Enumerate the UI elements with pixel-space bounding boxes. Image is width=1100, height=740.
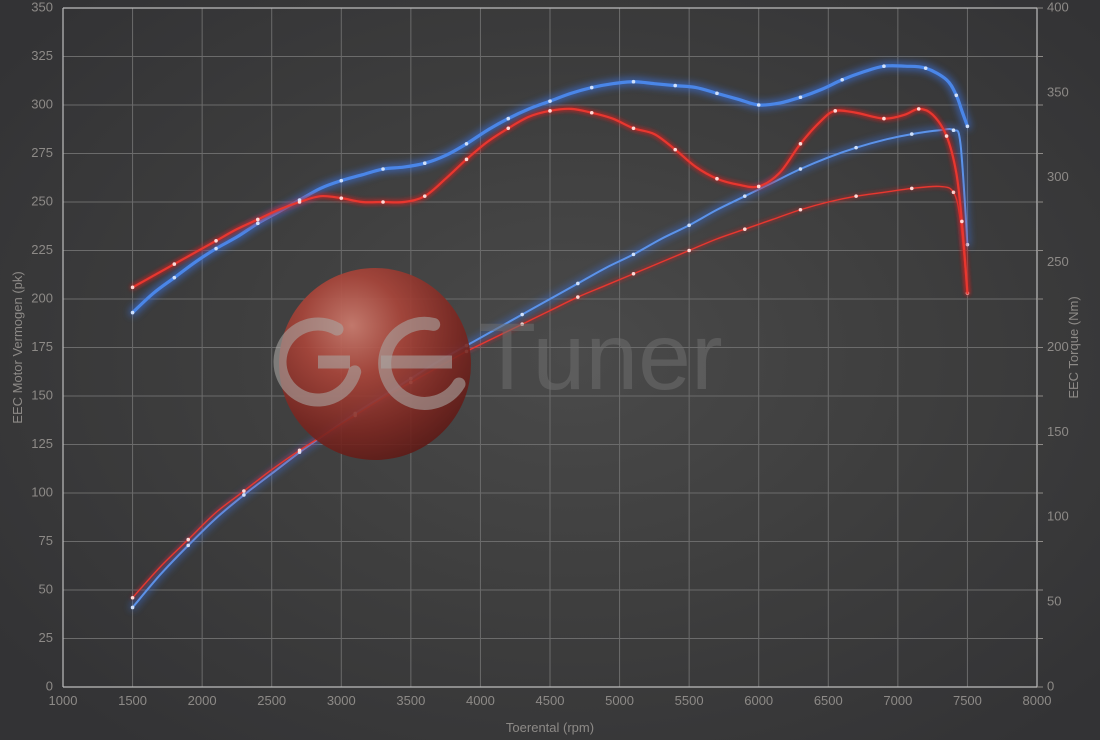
svg-text:EEC Torque (Nm): EEC Torque (Nm) [1066,296,1081,398]
svg-text:1000: 1000 [49,693,78,708]
svg-text:EEC Motor Vermogen (pk): EEC Motor Vermogen (pk) [10,271,25,423]
svg-text:2500: 2500 [257,693,286,708]
svg-text:Toerental (rpm): Toerental (rpm) [506,720,594,735]
svg-text:0: 0 [1047,678,1054,693]
svg-text:6000: 6000 [744,693,773,708]
svg-text:225: 225 [31,242,53,257]
svg-text:0: 0 [46,678,53,693]
svg-text:100: 100 [1047,509,1069,524]
svg-text:150: 150 [31,387,53,402]
svg-text:275: 275 [31,145,53,160]
svg-text:300: 300 [31,96,53,111]
svg-text:8000: 8000 [1023,693,1052,708]
svg-text:325: 325 [31,48,53,63]
svg-text:75: 75 [39,533,53,548]
svg-text:25: 25 [39,630,53,645]
svg-text:7500: 7500 [953,693,982,708]
svg-text:3000: 3000 [327,693,356,708]
svg-text:7000: 7000 [883,693,912,708]
svg-text:2000: 2000 [188,693,217,708]
svg-text:100: 100 [31,484,53,499]
svg-text:50: 50 [1047,594,1061,609]
svg-text:1500: 1500 [118,693,147,708]
svg-text:250: 250 [1047,254,1069,269]
svg-text:6500: 6500 [814,693,843,708]
svg-text:350: 350 [31,0,53,14]
svg-text:50: 50 [39,581,53,596]
svg-text:5500: 5500 [675,693,704,708]
svg-text:4000: 4000 [466,693,495,708]
svg-text:3500: 3500 [396,693,425,708]
svg-text:400: 400 [1047,0,1069,14]
svg-text:200: 200 [31,290,53,305]
svg-text:150: 150 [1047,424,1069,439]
svg-text:175: 175 [31,339,53,354]
svg-text:300: 300 [1047,169,1069,184]
svg-text:5000: 5000 [605,693,634,708]
svg-text:250: 250 [31,193,53,208]
svg-text:350: 350 [1047,84,1069,99]
svg-text:4500: 4500 [536,693,565,708]
svg-text:125: 125 [31,436,53,451]
svg-text:Tuner: Tuner [478,304,723,410]
